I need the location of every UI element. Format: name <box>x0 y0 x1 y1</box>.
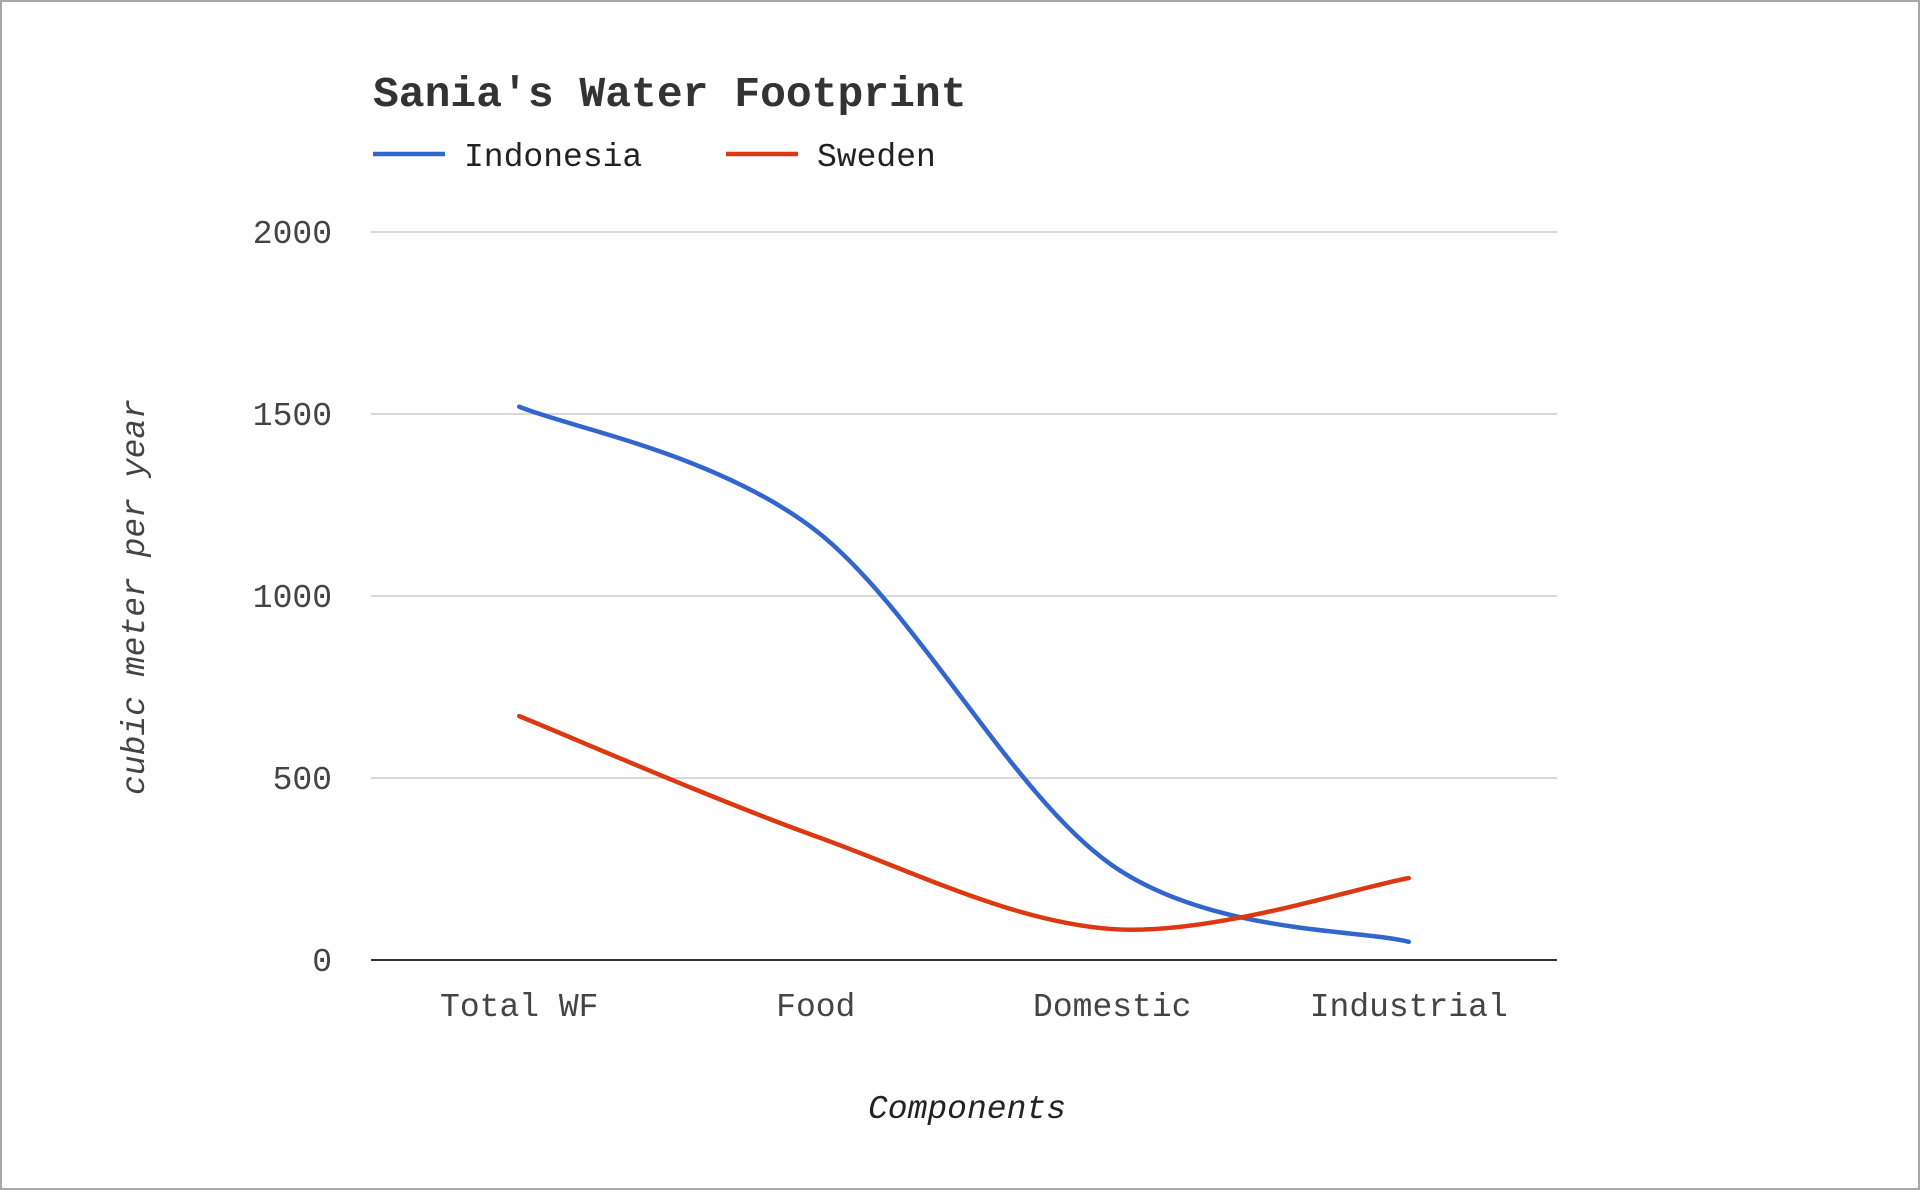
legend-label-indonesia: Indonesia <box>464 139 642 176</box>
legend: Indonesia Sweden <box>373 139 936 176</box>
x-axis-ticks: Total WF Food Domestic Industrial <box>440 989 1508 1026</box>
x-tick-label: Domestic <box>1033 989 1191 1026</box>
x-tick-label: Total WF <box>440 989 598 1026</box>
series-lines <box>517 404 1411 945</box>
series-line-sweden <box>517 713 1411 932</box>
y-tick-label: 500 <box>273 762 332 799</box>
gridlines <box>371 231 1557 961</box>
y-tick-label: 1500 <box>253 398 332 435</box>
y-tick-label: 2000 <box>253 216 332 253</box>
y-axis-ticks: 0 500 1000 1500 2000 <box>253 216 332 981</box>
x-tick-label: Industrial <box>1310 989 1508 1026</box>
series-line-indonesia <box>517 404 1411 945</box>
legend-label-sweden: Sweden <box>817 139 936 176</box>
y-tick-label: 1000 <box>253 580 332 617</box>
y-axis-title: cubic meter per year <box>117 399 154 795</box>
x-axis-title: Components <box>868 1091 1066 1128</box>
chart-title: Sania's Water Footprint <box>373 70 967 119</box>
y-tick-label: 0 <box>312 944 332 981</box>
x-tick-label: Food <box>776 989 855 1026</box>
